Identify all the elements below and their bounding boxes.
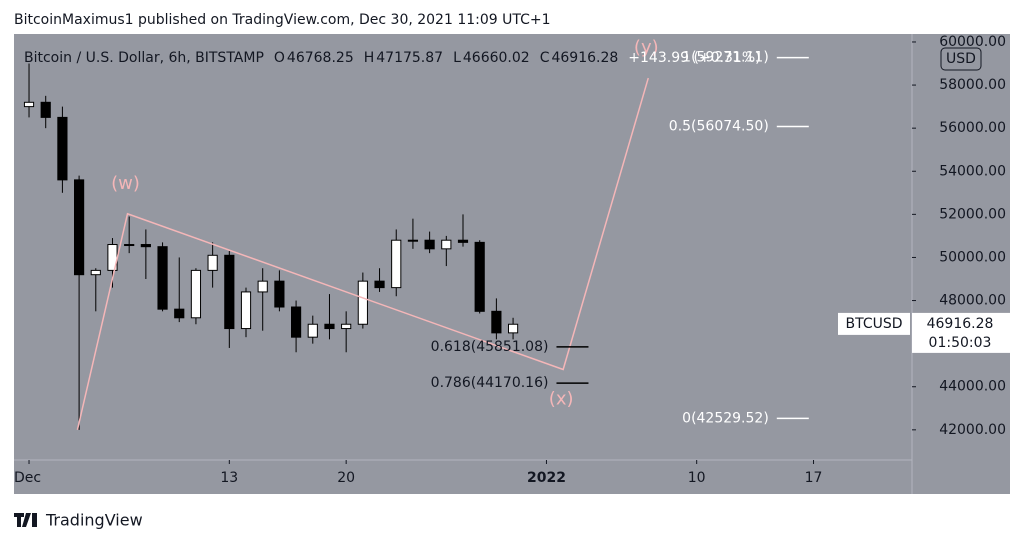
candle-body [324, 323, 335, 330]
x-tick-label: 2022 [527, 470, 566, 486]
candle-body [240, 291, 252, 330]
legend-low: 46660.02 [463, 50, 530, 66]
logo-icon [14, 513, 37, 527]
y-tick-label: 54000.00 [939, 163, 1006, 179]
footer-logo: TradingView [14, 511, 143, 530]
fib-label: 1(59271.11) [682, 50, 769, 66]
header: BitcoinMaximus1 published on TradingView… [14, 12, 551, 28]
symbol-label: BTCUSD [845, 316, 902, 332]
candle-body [90, 269, 101, 276]
candle-body [357, 280, 368, 325]
legend-high: 47175.87 [376, 50, 443, 66]
candle-body [140, 244, 151, 248]
legend-change: +143.99 (+0.31%) [628, 50, 760, 66]
y-tick-label: 60000.00 [939, 34, 1006, 50]
candle-body [190, 269, 202, 319]
legend-h-label: H [364, 50, 375, 66]
y-tick-label: 44000.00 [939, 379, 1006, 395]
y-tick-label: 50000.00 [939, 249, 1006, 265]
currency: USD [946, 51, 976, 67]
footer-text: TradingView [45, 511, 143, 530]
x-tick-label: Dec [14, 470, 41, 486]
legend-l-label: L [453, 50, 461, 66]
candle-body [474, 241, 485, 312]
wave-line [76, 77, 649, 431]
candle-body [457, 239, 469, 243]
y-tick-label: 42000.00 [939, 422, 1006, 438]
candle-body [40, 101, 51, 118]
candle-body [491, 310, 502, 334]
currency-box [940, 47, 982, 71]
symbol-box [838, 312, 910, 335]
fib-label: 0.618(45851.08) [431, 339, 549, 355]
y-tick-label: 56000.00 [939, 120, 1006, 136]
last-price: 46916.28 [927, 316, 994, 332]
candle-body [57, 116, 68, 181]
candle-body [391, 239, 402, 289]
wave-label: (w) [111, 173, 140, 194]
x-tick-label: 13 [220, 470, 238, 486]
y-tick-label: 48000.00 [939, 293, 1006, 309]
candle-body [507, 323, 519, 334]
y-tick-label: 52000.00 [939, 206, 1006, 222]
legend: Bitcoin / U.S. Dollar, 6h, BITSTAMP O 4676… [24, 50, 761, 66]
candle-body [374, 280, 385, 289]
legend-c-label: C [540, 50, 550, 66]
candle-body [290, 306, 302, 338]
y-tick-label: 58000.00 [939, 77, 1006, 93]
candle-body [341, 323, 352, 330]
candle-body [424, 239, 435, 250]
candle-body [274, 280, 285, 308]
legend-name: Bitcoin / U.S. Dollar, 6h, BITSTAMP [24, 50, 264, 66]
wave-label: (y) [634, 37, 659, 58]
legend-open: 46768.25 [287, 50, 354, 66]
legend-o-label: O [274, 50, 285, 66]
wave-label: (x) [549, 388, 574, 409]
fib-label: 0(42529.52) [682, 410, 769, 426]
x-tick-label: 17 [805, 470, 823, 486]
x-tick-label: 10 [688, 470, 706, 486]
plot-background [14, 34, 1010, 494]
candle-body [174, 308, 185, 319]
candle-body [224, 254, 235, 330]
candle-body [441, 239, 452, 250]
price-box [912, 312, 1010, 353]
candle-body [207, 254, 218, 271]
candle-body [74, 179, 85, 276]
fib-label: 0.5(56074.50) [669, 119, 769, 135]
candle-body [407, 239, 419, 242]
legend-close: 46916.28 [551, 50, 618, 66]
x-tick-label: 20 [337, 470, 355, 486]
candle-body [307, 323, 318, 338]
candle-body [23, 101, 35, 108]
fib-label: 0.786(44170.16) [431, 375, 549, 391]
countdown: 01:50:03 [929, 335, 992, 351]
candle-body [257, 280, 268, 293]
candle-body [157, 246, 168, 310]
candle-body [124, 244, 135, 247]
